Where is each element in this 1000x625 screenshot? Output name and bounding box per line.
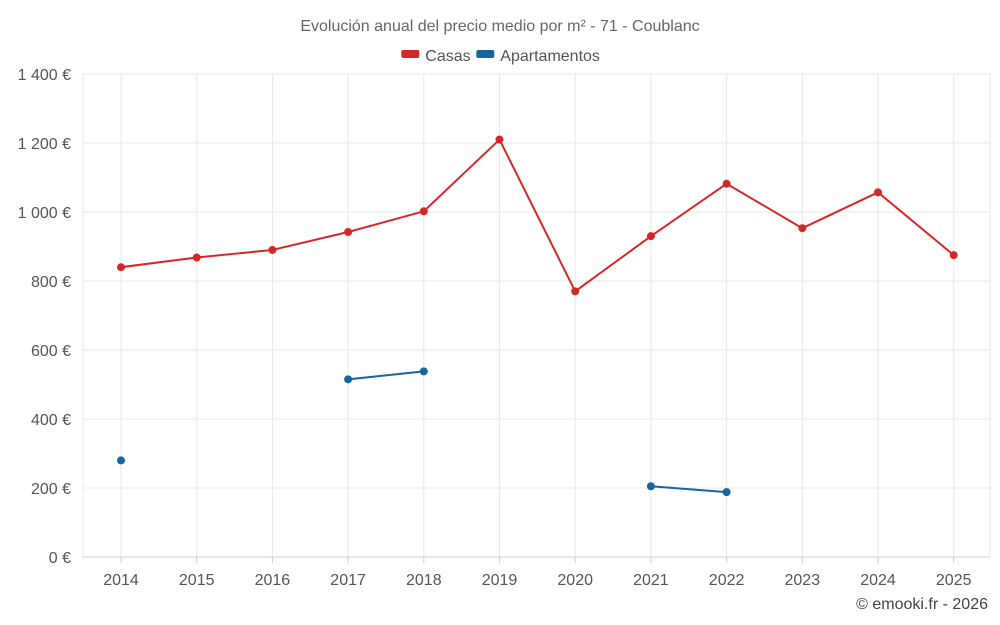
y-tick-label: 800 €: [31, 274, 71, 291]
x-tick-label: 2018: [406, 572, 442, 589]
data-point-casas[interactable]: [571, 287, 580, 296]
data-point-apartamentos[interactable]: [419, 367, 428, 376]
data-point-apartamentos[interactable]: [646, 482, 655, 491]
data-point-casas[interactable]: [495, 135, 504, 144]
x-tick-label: 2015: [179, 572, 215, 589]
grid: [82, 73, 991, 557]
legend-label: Casas: [425, 48, 470, 65]
series-line-apartamentos: [347, 370, 424, 381]
axes: 0 € 200 € 400 € 600 € 800 € 1 000 € 1 200 € 1 4…: [18, 67, 990, 589]
data-point-casas[interactable]: [874, 188, 882, 197]
legend-item-apartamentos[interactable]: Apartamentos: [476, 48, 600, 65]
data-point-casas[interactable]: [192, 253, 201, 262]
legend-item-casas[interactable]: Casas: [401, 48, 471, 65]
data-point-casas[interactable]: [344, 228, 353, 237]
data-point-casas[interactable]: [268, 245, 277, 254]
x-tick-label: 2017: [330, 572, 366, 589]
x-tick-label: 2022: [709, 572, 745, 589]
y-tick-label: 1 400 €: [18, 67, 71, 84]
data-point-casas[interactable]: [419, 207, 428, 216]
y-tick-label: 1 000 €: [18, 205, 71, 222]
data-point-casas[interactable]: [798, 224, 807, 233]
data-point-casas[interactable]: [646, 232, 655, 241]
x-tick-label: 2024: [860, 572, 896, 589]
x-tick-label: 2025: [936, 572, 972, 589]
chart-title: Evolución anual del precio medio por m² …: [300, 18, 699, 35]
y-tick-label: 600 €: [31, 343, 71, 360]
data-point-apartamentos[interactable]: [117, 456, 125, 465]
legend-label: Apartamentos: [500, 48, 600, 65]
y-tick-label: 0 €: [49, 550, 71, 567]
y-tick-label: 200 €: [31, 481, 71, 498]
data-point-casas[interactable]: [722, 179, 731, 188]
data-point-casas[interactable]: [949, 251, 958, 260]
data-point-apartamentos[interactable]: [344, 375, 353, 384]
x-tick-label: 2014: [103, 572, 139, 589]
data-point-apartamentos[interactable]: [722, 488, 731, 497]
x-tick-label: 2023: [785, 572, 821, 589]
x-tick-label: 2016: [255, 572, 291, 589]
y-tick-label: 400 €: [31, 412, 71, 429]
legend: Casas Apartamentos: [401, 48, 600, 65]
series-line-casas: [120, 138, 955, 293]
credit-text: © emooki.fr - 2026: [856, 596, 988, 613]
legend-swatch: [476, 50, 495, 58]
y-tick-label: 1 200 €: [18, 136, 71, 153]
series-line-apartamentos: [650, 485, 727, 494]
legend-swatch: [401, 50, 420, 58]
data-point-casas[interactable]: [117, 263, 125, 272]
series: [117, 135, 958, 497]
x-tick-label: 2021: [633, 572, 669, 589]
x-tick-label: 2020: [557, 572, 593, 589]
x-tick-label: 2019: [482, 572, 518, 589]
